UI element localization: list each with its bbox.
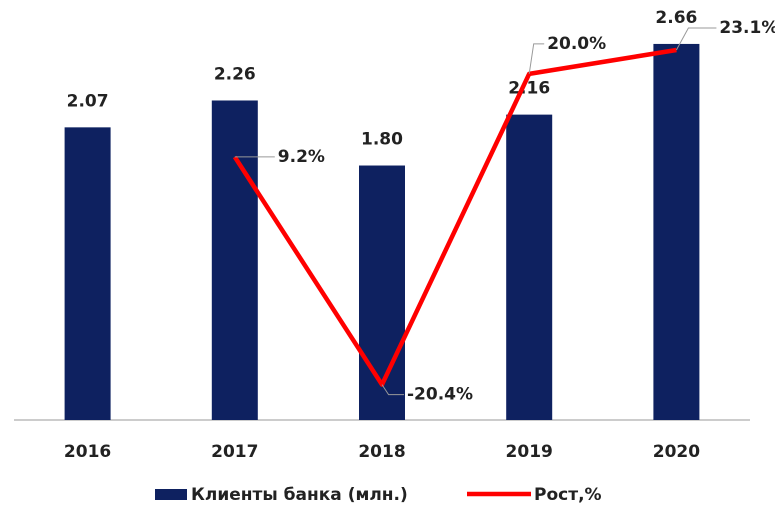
x-tick-label: 2019 (506, 442, 553, 462)
legend-label: Рост,% (534, 485, 602, 505)
bar-value-label: 2.66 (655, 8, 697, 28)
leader-line (381, 384, 404, 396)
bar (653, 43, 700, 421)
line-value-label: -20.4% (407, 385, 473, 405)
bar-value-label: 2.07 (67, 91, 109, 111)
x-tick-label: 2020 (653, 442, 700, 462)
bar (211, 100, 258, 420)
x-tick-label: 2018 (358, 442, 405, 462)
line-value-label: 23.1% (719, 18, 775, 38)
bar (359, 165, 405, 420)
x-tick-label: 2017 (211, 442, 258, 462)
legend-label: Клиенты банка (млн.) (191, 485, 408, 505)
bar (506, 114, 553, 420)
leader-line (675, 27, 717, 51)
bar (64, 127, 111, 421)
bar-value-label: 2.16 (508, 79, 550, 99)
x-tick-label: 2016 (64, 442, 111, 462)
bar-value-label: 2.26 (214, 64, 256, 84)
leader-line (528, 43, 545, 74)
bar-value-label: 1.80 (361, 130, 403, 150)
legend-swatch (155, 489, 187, 500)
growth-line (232, 47, 677, 387)
line-value-label: 20.0% (547, 34, 606, 54)
line-value-label: 9.2% (278, 147, 325, 167)
